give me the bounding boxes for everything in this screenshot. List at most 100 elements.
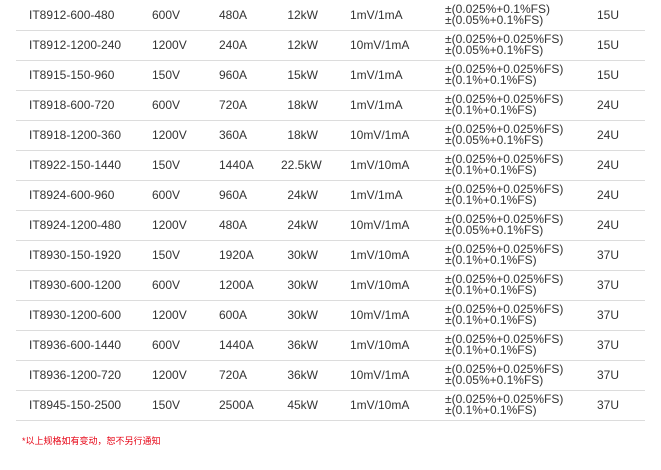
size-cell: 24U [597, 98, 620, 112]
accuracy-i: ±(0.05%+0.1%FS) [445, 223, 544, 237]
voltage-cell: 1200V [152, 308, 187, 322]
voltage-cell: 600V [152, 8, 181, 22]
table-row: IT8918-1200-360 1200V 360A 18kW 10mV/1mA ±(0.… [16, 121, 645, 151]
accuracy-cell: ±(0.025%+0.025%FS) ±(0.1%+0.1%FS) [445, 153, 563, 177]
model-cell: IT8918-600-720 [29, 98, 115, 112]
accuracy-cell: ±(0.025%+0.025%FS) ±(0.1%+0.1%FS) [445, 303, 563, 327]
accuracy-cell: ±(0.025%+0.025%FS) ±(0.05%+0.1%FS) [445, 362, 564, 387]
size-cell: 37U [597, 278, 620, 292]
current-cell: 1440A [219, 338, 254, 352]
power-cell: 12kW [287, 8, 318, 22]
size-cell: 15U [597, 38, 620, 52]
model-cell: IT8936-600-1440 [29, 338, 122, 352]
power-cell: 18kW [287, 98, 318, 112]
accuracy-v: ±(0.025%+0.025%FS) [445, 122, 564, 136]
current-cell: 600A [219, 308, 248, 322]
accuracy-i: ±(0.1%+0.1%FS) [445, 103, 537, 117]
size-cell: 37U [597, 398, 620, 412]
accuracy-i: ±(0.05%+0.1%FS) [445, 133, 544, 147]
current-cell: 1200A [219, 278, 254, 292]
power-cell: 36kW [287, 338, 318, 352]
accuracy-i: ±(0.05%+0.1%FS) [445, 373, 544, 387]
accuracy-cell: ±(0.025%+0.025%FS) ±(0.1%+0.1%FS) [445, 332, 564, 356]
power-cell: 30kW [287, 248, 318, 262]
table-row: IT8936-1200-720 1200V 720A 36kW 10mV/1mA ±(0.… [16, 361, 645, 391]
accuracy-v: ±(0.025%+0.025%FS) [445, 62, 564, 76]
table-row: IT8915-150-960 150V 960A 15kW 1mV/1mA ±(0.025… [16, 61, 645, 91]
model-cell: IT8912-600-480 [29, 8, 115, 22]
model-cell: IT8922-150-1440 [29, 158, 122, 172]
resolution-cell: 1mV/10mA [350, 338, 410, 352]
power-cell: 22.5kW [281, 158, 322, 172]
current-cell: 1440A [219, 158, 254, 172]
table-row: IT8936-600-1440 600V 1440A 36kW 1mV/10mA ±(0.… [16, 331, 645, 361]
accuracy-i: ±(0.1%+0.1%FS) [445, 73, 537, 87]
voltage-cell: 600V [152, 188, 181, 202]
table-row: IT8918-600-720 600V 720A 18kW 1mV/1mA ±(0.025… [16, 91, 645, 121]
size-cell: 15U [597, 8, 620, 22]
accuracy-v: ±(0.025%+0.025%FS) [445, 272, 564, 286]
accuracy-cell: ±(0.025%+0.025%FS) ±(0.1%+0.1%FS) [445, 183, 563, 206]
table-row: IT8924-1200-480 1200V 480A 24kW 10mV/1mA ±(0.… [16, 211, 645, 241]
current-cell: 240A [219, 38, 248, 52]
current-cell: 960A [219, 188, 248, 202]
voltage-cell: 600V [152, 98, 181, 112]
accuracy-v: ±(0.025%+0.1%FS) [445, 2, 550, 16]
current-cell: 720A [219, 98, 248, 112]
accuracy-i: ±(0.1%+0.1%FS) [445, 403, 537, 417]
size-cell: 24U [597, 188, 620, 202]
accuracy-v: ±(0.025%+0.025%FS) [445, 362, 564, 376]
resolution-cell: 10mV/1mA [350, 128, 410, 142]
accuracy-v: ±(0.025%+0.025%FS) [445, 242, 564, 256]
current-cell: 2500A [219, 398, 254, 412]
accuracy-cell: ±(0.025%+0.025%FS) ±(0.05%+0.1%FS) [445, 122, 564, 147]
accuracy-cell: ±(0.025%+0.025%FS) ±(0.1%+0.1%FS) [445, 392, 564, 417]
power-cell: 45kW [287, 398, 318, 412]
current-cell: 360A [219, 128, 248, 142]
resolution-cell: 1mV/10mA [350, 248, 410, 262]
table-row: IT8912-1200-240 1200V 240A 12kW 10mV/1mA ±(0.… [16, 31, 645, 61]
accuracy-cell: ±(0.025%+0.025%FS) ±(0.05%+0.1%FS) [445, 33, 563, 57]
power-cell: 36kW [287, 368, 318, 382]
model-cell: IT8930-150-1920 [29, 248, 122, 262]
accuracy-i: ±(0.1%+0.1%FS) [445, 313, 537, 327]
resolution-cell: 1mV/10mA [350, 158, 410, 172]
accuracy-v: ±(0.025%+0.025%FS) [445, 332, 564, 346]
power-cell: 12kW [287, 38, 318, 52]
current-cell: 960A [219, 68, 248, 82]
voltage-cell: 1200V [152, 368, 187, 382]
voltage-cell: 150V [152, 398, 181, 412]
accuracy-i: ±(0.1%+0.1%FS) [445, 253, 537, 267]
accuracy-cell: ±(0.025%+0.025%FS) ±(0.05%+0.1%FS) [445, 212, 564, 237]
accuracy-cell: ±(0.025%+0.025%FS) ±(0.1%+0.1%FS) [445, 92, 564, 117]
voltage-cell: 1200V [152, 218, 187, 232]
power-cell: 18kW [287, 128, 318, 142]
table-row: IT8930-600-1200 600V 1200A 30kW 1mV/10mA ±(0.… [16, 271, 645, 301]
resolution-cell: 10mV/1mA [350, 218, 410, 232]
size-cell: 24U [597, 158, 620, 172]
voltage-cell: 1200V [152, 128, 187, 142]
spec-table: IT8912-600-480 600V 480A 12kW 1mV/1mA ±(0.025… [16, 1, 645, 421]
resolution-cell: 10mV/1mA [350, 368, 410, 382]
size-cell: 24U [597, 128, 620, 142]
accuracy-cell: ±(0.025%+0.025%FS) ±(0.1%+0.1%FS) [445, 272, 564, 296]
accuracy-v: ±(0.025%+0.025%FS) [445, 212, 564, 226]
resolution-cell: 1mV/10mA [350, 278, 410, 292]
model-cell: IT8930-600-1200 [29, 278, 122, 292]
model-cell: IT8924-600-960 [29, 188, 115, 202]
accuracy-cell: ±(0.025%+0.1%FS) ±(0.05%+0.1%FS) [445, 2, 550, 27]
accuracy-i: ±(0.05%+0.1%FS) [445, 13, 544, 27]
table-row: IT8922-150-1440 150V 1440A 22.5kW 1mV/10mA ±(… [16, 151, 645, 181]
voltage-cell: 150V [152, 248, 181, 262]
table-row: IT8924-600-960 600V 960A 24kW 1mV/1mA ±(0.025… [16, 181, 645, 211]
voltage-cell: 150V [152, 68, 181, 82]
accuracy-i: ±(0.1%+0.1%FS) [445, 163, 537, 177]
resolution-cell: 1mV/1mA [350, 8, 403, 22]
accuracy-i: ±(0.05%+0.1%FS) [445, 43, 544, 57]
current-cell: 480A [219, 218, 248, 232]
accuracy-v: ±(0.025%+0.025%FS) [445, 92, 564, 106]
table-row: IT8930-150-1920 150V 1920A 30kW 1mV/10mA ±(0.… [16, 241, 645, 271]
current-cell: 1920A [219, 248, 254, 262]
accuracy-v: ±(0.025%+0.025%FS) [445, 392, 564, 406]
resolution-cell: 1mV/10mA [350, 398, 410, 412]
